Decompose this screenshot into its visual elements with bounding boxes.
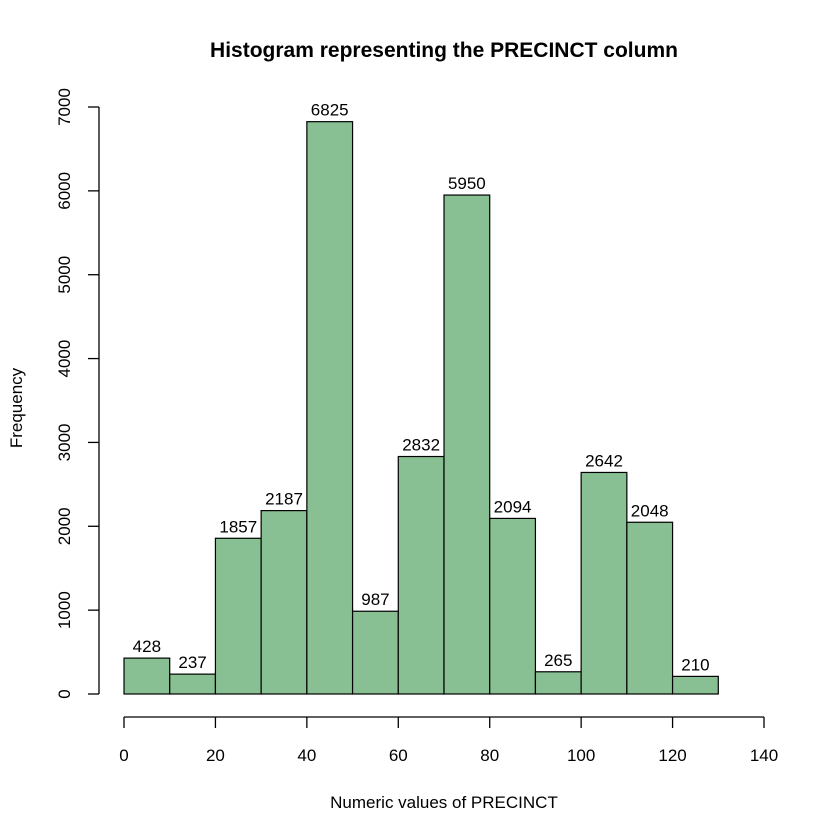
x-tick-label: 20	[206, 746, 225, 765]
histogram-bar	[443, 194, 491, 695]
histogram-bar	[123, 657, 171, 695]
histogram-bar	[534, 671, 582, 695]
x-axis: 0 20 40 60 80 100 120 140	[119, 716, 778, 765]
bar-value-label: 5950	[448, 174, 486, 193]
bar-labels-group: 428 237 1857 2187 6825 987 2832 5950 2094 265 2642…	[133, 101, 710, 675]
bar-value-label: 2048	[631, 501, 669, 520]
y-tick-label: 0	[55, 689, 74, 698]
x-tick-label: 100	[567, 746, 595, 765]
bar-value-label: 2832	[402, 436, 440, 455]
bar-value-label: 6825	[311, 101, 349, 120]
bars-group	[123, 121, 719, 695]
y-tick-label: 7000	[55, 88, 74, 126]
y-tick-label: 5000	[55, 256, 74, 294]
histogram-bar	[169, 673, 217, 695]
histogram-bar	[260, 510, 308, 695]
bar-value-label: 2094	[494, 497, 532, 516]
x-tick-label: 80	[480, 746, 499, 765]
histogram-bar	[671, 675, 719, 695]
y-tick-label: 6000	[55, 172, 74, 210]
histogram-bar	[626, 521, 674, 695]
y-tick-label: 2000	[55, 507, 74, 545]
x-axis-label: Numeric values of PRECINCT	[330, 793, 558, 812]
histogram-bar	[306, 121, 354, 695]
x-tick-label: 0	[119, 746, 128, 765]
histogram-bar	[351, 610, 399, 695]
histogram-bar	[397, 455, 445, 695]
y-tick-label: 1000	[55, 591, 74, 629]
bar-value-label: 1857	[219, 517, 257, 536]
bar-value-label: 428	[133, 637, 161, 656]
x-tick-label: 40	[297, 746, 316, 765]
y-axis-label: Frequency	[7, 367, 26, 448]
y-axis: 0 1000 2000 3000 4000 5000 6000 7000	[55, 88, 100, 699]
bar-value-label: 987	[361, 590, 389, 609]
bar-value-label: 210	[681, 655, 709, 674]
y-tick-label: 4000	[55, 340, 74, 378]
x-tick-label: 120	[658, 746, 686, 765]
chart-title: Histogram representing the PRECINCT colu…	[210, 39, 678, 62]
histogram-bar	[489, 517, 537, 695]
bar-value-label: 265	[544, 651, 572, 670]
histogram-bar	[214, 537, 262, 695]
x-tick-label: 60	[389, 746, 408, 765]
x-tick-label: 140	[750, 746, 778, 765]
histogram-bar	[580, 471, 628, 695]
y-tick-label: 3000	[55, 424, 74, 462]
bar-value-label: 237	[178, 653, 206, 672]
bar-value-label: 2642	[585, 451, 623, 470]
bar-value-label: 2187	[265, 490, 303, 509]
